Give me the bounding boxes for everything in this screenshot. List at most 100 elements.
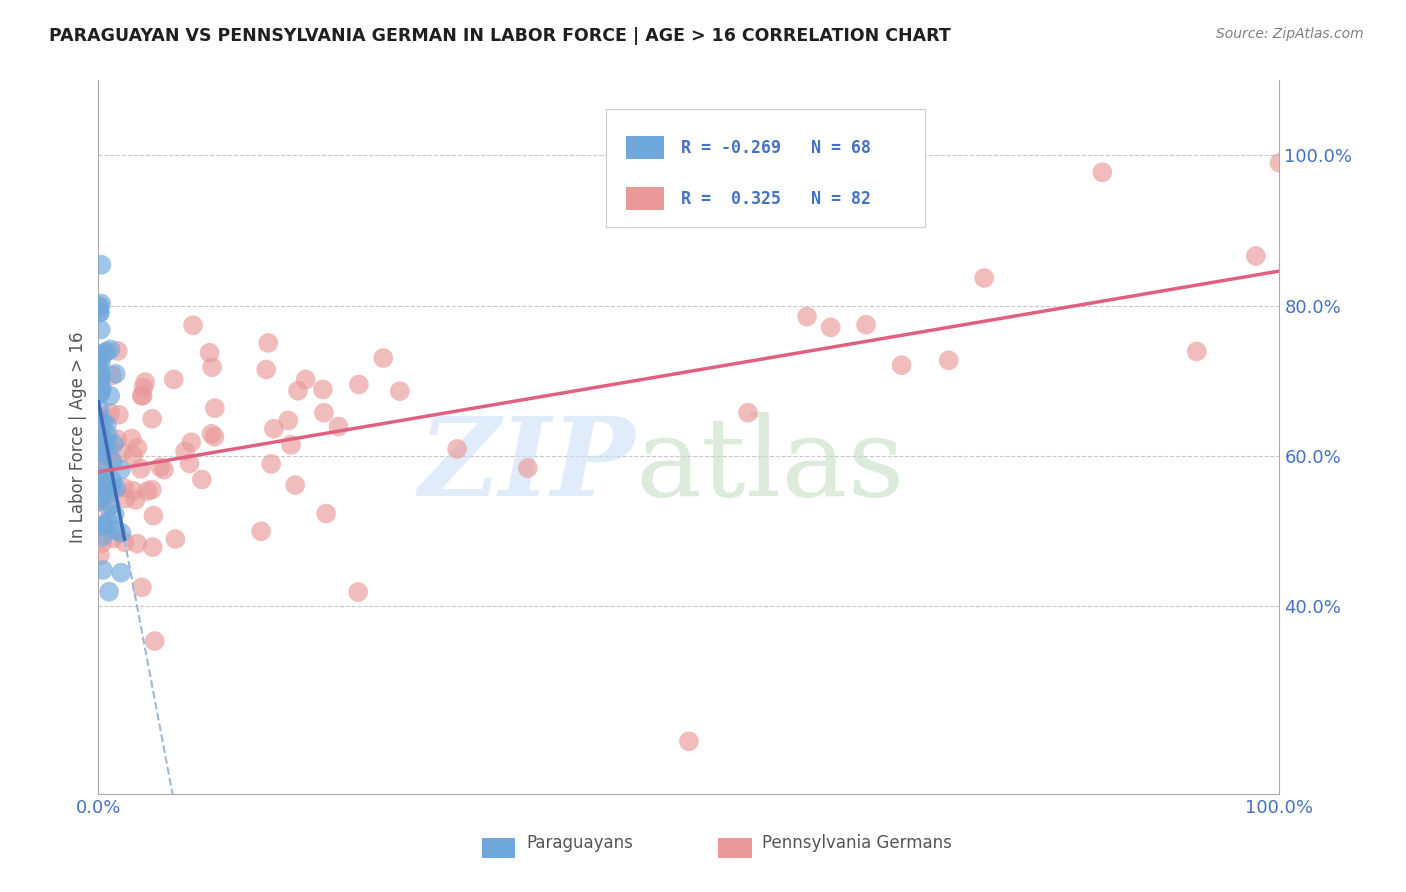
Point	[97, 428, 120, 442]
Point	[254, 362, 277, 376]
Point	[90, 323, 112, 337]
Point	[91, 484, 114, 499]
Point	[141, 483, 163, 497]
Point	[91, 530, 114, 544]
Point	[91, 417, 114, 431]
Point	[142, 540, 165, 554]
Point	[110, 525, 132, 540]
Point	[90, 258, 112, 272]
Point	[104, 367, 127, 381]
Point	[90, 296, 112, 310]
Point	[89, 413, 111, 427]
Point	[127, 441, 149, 455]
Point	[91, 382, 114, 396]
Point	[855, 318, 877, 332]
Point	[89, 361, 111, 376]
Point	[1091, 165, 1114, 179]
Point	[204, 401, 226, 416]
Point	[174, 444, 197, 458]
Point	[93, 478, 115, 492]
Point	[91, 446, 114, 460]
Point	[90, 354, 112, 368]
Point	[100, 498, 122, 512]
Point	[90, 387, 112, 401]
Point	[110, 446, 132, 460]
Point	[277, 413, 299, 427]
Point	[328, 419, 350, 434]
Point	[87, 413, 110, 427]
Point	[132, 388, 155, 402]
Point	[1185, 344, 1208, 359]
Point	[112, 481, 135, 495]
Point	[108, 408, 131, 422]
Point	[91, 451, 114, 466]
Point	[347, 585, 370, 599]
Point	[87, 473, 110, 487]
FancyBboxPatch shape	[626, 187, 664, 211]
Point	[90, 434, 112, 449]
Point	[315, 507, 337, 521]
Point	[136, 484, 159, 499]
Point	[125, 536, 148, 550]
Point	[153, 463, 176, 477]
Point	[101, 454, 124, 468]
Point	[388, 384, 411, 398]
Point	[890, 358, 912, 372]
Point	[100, 343, 122, 357]
Point	[103, 437, 125, 451]
Point	[89, 548, 111, 562]
Point	[89, 385, 111, 400]
Point	[93, 519, 115, 533]
Point	[101, 480, 124, 494]
Point	[89, 305, 111, 319]
Point	[257, 335, 280, 350]
FancyBboxPatch shape	[718, 838, 752, 858]
FancyBboxPatch shape	[606, 109, 925, 227]
Point	[96, 417, 118, 432]
Point	[98, 389, 121, 403]
Point	[1268, 156, 1291, 170]
Point	[91, 445, 114, 459]
Point	[91, 536, 114, 550]
Point	[89, 445, 111, 459]
Point	[91, 411, 114, 425]
Text: atlas: atlas	[636, 412, 905, 519]
Point	[97, 486, 120, 500]
Point	[101, 474, 124, 488]
Point	[287, 384, 309, 398]
Text: ZIP: ZIP	[419, 412, 636, 519]
Point	[91, 455, 114, 469]
Point	[87, 470, 110, 484]
Point	[122, 483, 145, 498]
Point	[121, 432, 143, 446]
Point	[105, 481, 128, 495]
Point	[141, 412, 163, 426]
Point	[180, 435, 202, 450]
Text: Pennsylvania Germans: Pennsylvania Germans	[762, 834, 952, 852]
Point	[516, 461, 538, 475]
Point	[973, 271, 995, 285]
Point	[98, 448, 121, 462]
Point	[89, 348, 111, 362]
Point	[98, 406, 121, 420]
Point	[132, 380, 155, 394]
Point	[89, 402, 111, 417]
Point	[89, 301, 111, 315]
FancyBboxPatch shape	[482, 838, 516, 858]
Point	[87, 427, 110, 442]
Point	[938, 353, 960, 368]
Point	[97, 514, 120, 528]
Point	[114, 491, 136, 506]
Point	[94, 442, 117, 456]
Text: R = -0.269   N = 68: R = -0.269 N = 68	[681, 139, 870, 157]
Point	[89, 299, 111, 313]
Point	[89, 378, 111, 392]
Point	[93, 517, 115, 532]
Point	[737, 406, 759, 420]
Point	[91, 463, 114, 477]
Point	[796, 310, 818, 324]
Point	[347, 377, 370, 392]
Point	[97, 500, 120, 515]
Point	[280, 438, 302, 452]
Point	[131, 389, 153, 403]
